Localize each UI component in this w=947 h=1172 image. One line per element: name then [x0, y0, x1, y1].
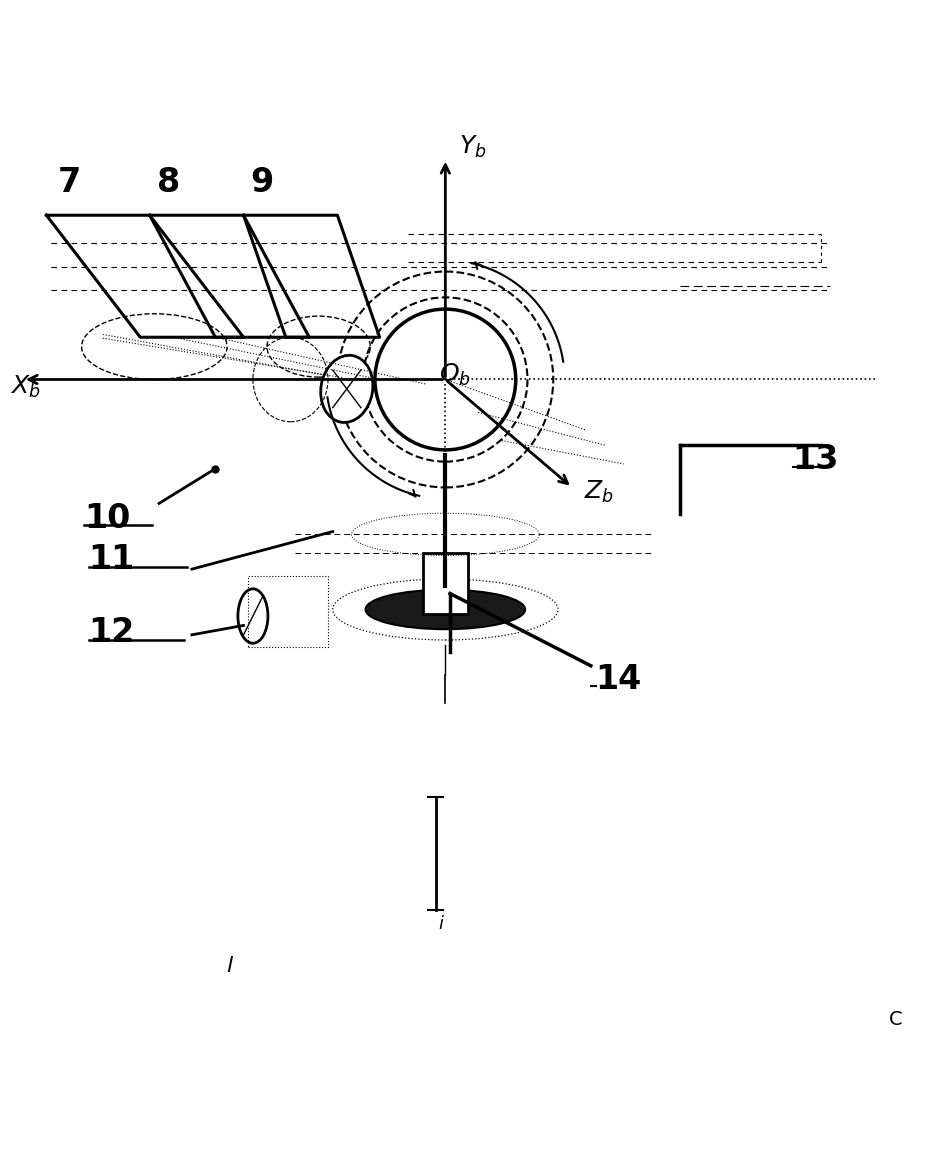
Ellipse shape	[321, 355, 373, 422]
Text: 11: 11	[89, 543, 134, 577]
Text: $O_b$: $O_b$	[438, 362, 471, 388]
Text: $Y_b$: $Y_b$	[459, 134, 487, 159]
Text: 14: 14	[596, 663, 642, 696]
Text: 13: 13	[793, 443, 839, 476]
Bar	[248, 577, 328, 647]
Text: C: C	[889, 1010, 902, 1029]
Text: $X_b$: $X_b$	[9, 374, 41, 400]
Text: 9: 9	[251, 166, 274, 199]
Ellipse shape	[366, 590, 526, 629]
Bar	[422, 553, 468, 614]
Text: 8: 8	[157, 166, 180, 199]
Text: l: l	[226, 956, 233, 976]
Text: i: i	[438, 915, 443, 933]
Text: $Z_b$: $Z_b$	[584, 479, 615, 505]
Text: 7: 7	[59, 166, 81, 199]
Text: 10: 10	[84, 502, 131, 534]
Text: 12: 12	[89, 616, 134, 649]
